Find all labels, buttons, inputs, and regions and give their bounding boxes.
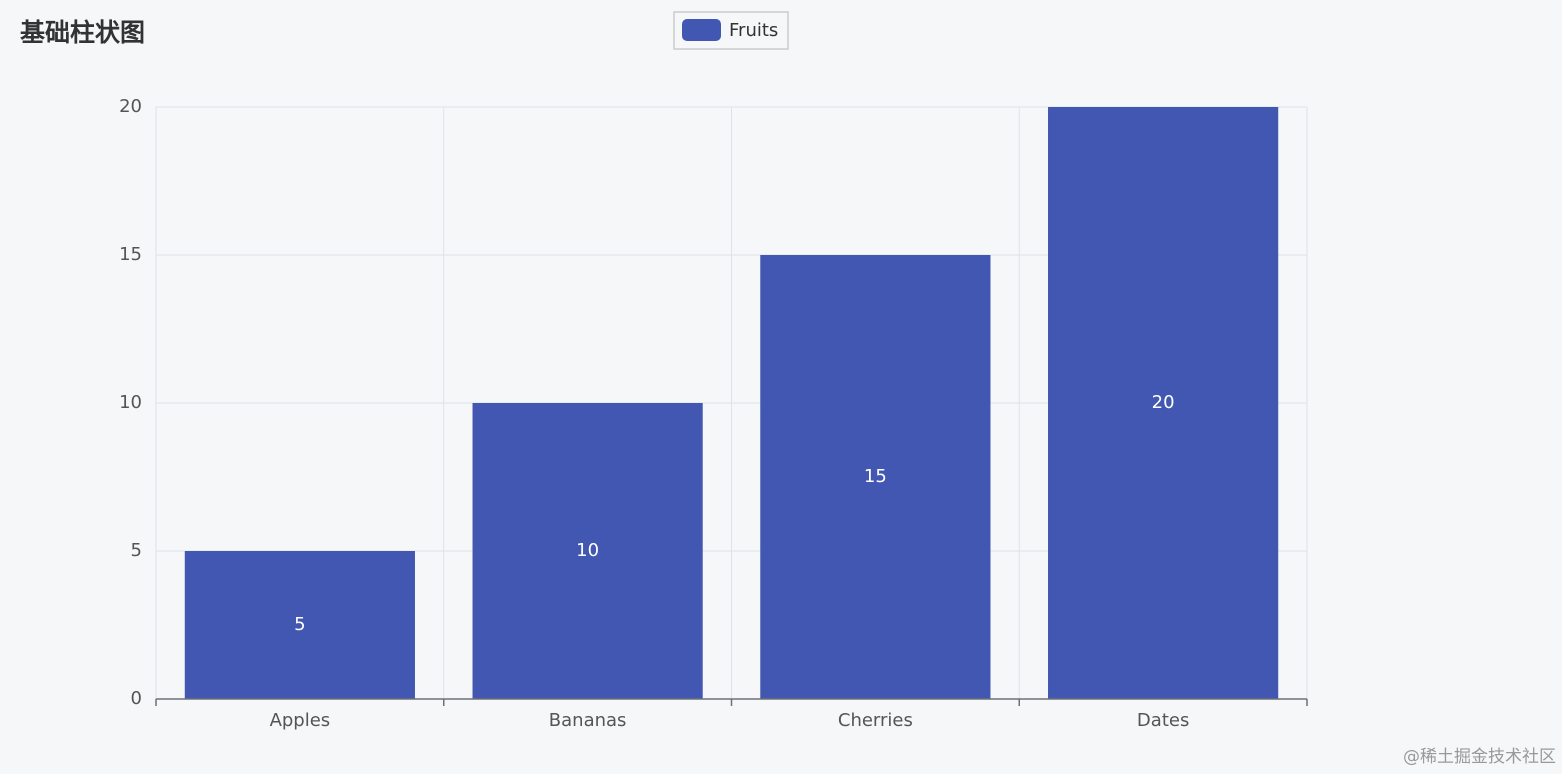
bar [184, 551, 415, 699]
value-label: 5 [294, 614, 305, 635]
x-tick-label: Apples [270, 710, 331, 731]
chart-title: 基础柱状图 [20, 18, 145, 47]
y-tick-label: 10 [119, 392, 142, 413]
y-tick-label: 15 [119, 244, 142, 265]
bar [472, 403, 703, 699]
x-tick-label: Bananas [549, 710, 627, 731]
bar [760, 255, 991, 699]
watermark: @稀土掘金技术社区 [1403, 747, 1556, 767]
value-label: 15 [864, 466, 887, 487]
value-label: 20 [1152, 392, 1175, 413]
x-tick-label: Dates [1137, 710, 1189, 731]
legend-label: Fruits [729, 20, 778, 41]
legend-swatch [682, 19, 721, 41]
y-tick-label: 5 [131, 540, 142, 561]
legend-box [673, 11, 789, 50]
y-tick-label: 20 [119, 96, 142, 117]
bar [1048, 107, 1279, 699]
value-label: 10 [576, 540, 599, 561]
x-tick-label: Cherries [838, 710, 913, 731]
y-tick-label: 0 [131, 688, 142, 709]
